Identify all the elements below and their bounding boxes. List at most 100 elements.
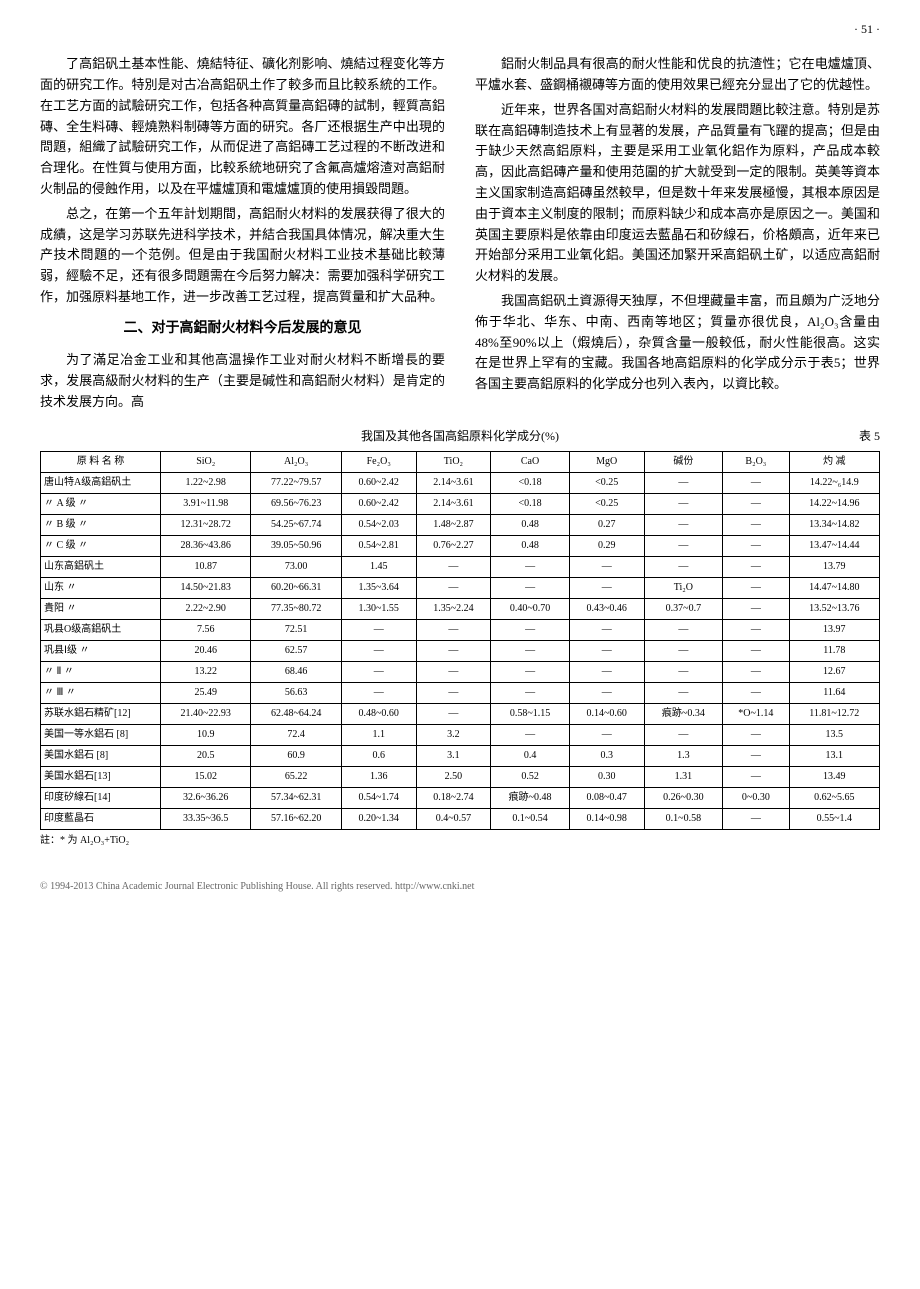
table-cell: — (644, 640, 723, 661)
table-cell: 13.34~14.82 (789, 514, 879, 535)
table-cell: 68.46 (251, 661, 341, 682)
table-cell: 0.55~1.4 (789, 808, 879, 829)
table-cell: 12.67 (789, 661, 879, 682)
table-cell: 0.60~2.42 (341, 493, 416, 514)
table-cell: 65.22 (251, 766, 341, 787)
table-header-cell: MgO (569, 451, 644, 472)
table-cell: 20.5 (161, 745, 251, 766)
table-cell: — (723, 808, 789, 829)
table-cell: — (491, 640, 570, 661)
table-cell: 13.52~13.76 (789, 598, 879, 619)
table-header-cell: TiO₂ (416, 451, 491, 472)
table-cell: 0.14~0.98 (569, 808, 644, 829)
table-number: 表 5 (859, 427, 880, 446)
body-columns: 了高鋁矾土基本性能、燒結特征、礦化剂影响、燒結过程变化等方面的研究工作。特別是对… (40, 54, 880, 416)
table-cell: 21.40~22.93 (161, 703, 251, 724)
table-cell: 貴阳 〃 (41, 598, 161, 619)
table-cell: — (723, 598, 789, 619)
table-cell: 11.64 (789, 682, 879, 703)
left-column: 了高鋁矾土基本性能、燒結特征、礦化剂影响、燒結过程变化等方面的研究工作。特別是对… (40, 54, 445, 416)
table-cell: 14.22~₆14.9 (789, 472, 879, 493)
table-cell: 唐山特A级高鋁矾土 (41, 472, 161, 493)
section-2-heading: 二、对于高鋁耐火材料今后发展的意见 (40, 318, 445, 340)
table-cell: 0.76~2.27 (416, 535, 491, 556)
table-cell: <0.25 (569, 472, 644, 493)
table-cell: 72.51 (251, 619, 341, 640)
table-cell: — (723, 535, 789, 556)
table-cell: 0.08~0.47 (569, 787, 644, 808)
table-cell: 11.81~12.72 (789, 703, 879, 724)
table-cell: — (569, 724, 644, 745)
table-cell: 0~0.30 (723, 787, 789, 808)
table-cell: 〃 C 级 〃 (41, 535, 161, 556)
table-cell: 巩县Ⅰ级 〃 (41, 640, 161, 661)
table-cell: — (416, 640, 491, 661)
table-cell: — (644, 724, 723, 745)
table-cell: 62.48~64.24 (251, 703, 341, 724)
table-cell: — (416, 661, 491, 682)
table-cell: — (569, 619, 644, 640)
table-cell: 0.3 (569, 745, 644, 766)
para-left-1: 了高鋁矾土基本性能、燒結特征、礦化剂影响、燒結过程变化等方面的研究工作。特別是对… (40, 54, 445, 200)
table-cell: <0.25 (569, 493, 644, 514)
table-cell: 0.48 (491, 514, 570, 535)
table-cell: — (723, 640, 789, 661)
table-cell: — (491, 619, 570, 640)
table-cell: — (644, 556, 723, 577)
table-row: 巩县O级高鋁矾土7.5672.51——————13.97 (41, 619, 880, 640)
table-cell: 14.47~14.80 (789, 577, 879, 598)
table-cell: 0.54~2.81 (341, 535, 416, 556)
table-cell: — (341, 640, 416, 661)
table-cell: 13.49 (789, 766, 879, 787)
table-row: 〃 Ⅲ 〃25.4956.63——————11.64 (41, 682, 880, 703)
table-cell: — (416, 619, 491, 640)
table-header-row: 原 料 名 称SiO₂Al₂O₃Fe₂O₃TiO₂CaOMgO碱份B₂O₃灼 减 (41, 451, 880, 472)
table-cell: 13.47~14.44 (789, 535, 879, 556)
table-cell: 14.50~21.83 (161, 577, 251, 598)
table-cell: 0.18~2.74 (416, 787, 491, 808)
table-cell: — (644, 661, 723, 682)
table-cell: — (416, 577, 491, 598)
table-cell: — (644, 619, 723, 640)
table-cell: 0.54~2.03 (341, 514, 416, 535)
table-cell: 25.49 (161, 682, 251, 703)
table-cell: 0.62~5.65 (789, 787, 879, 808)
table-row: 苏联水鋁石精矿[12]21.40~22.9362.48~64.240.48~0.… (41, 703, 880, 724)
table-cell: 77.35~80.72 (251, 598, 341, 619)
table-cell: 痕跡~0.34 (644, 703, 723, 724)
table-cell: 11.78 (789, 640, 879, 661)
table-header-cell: SiO₂ (161, 451, 251, 472)
table-cell: 0.1~0.54 (491, 808, 570, 829)
table-cell: 0.1~0.58 (644, 808, 723, 829)
copyright-footer: © 1994-2013 China Academic Journal Elect… (40, 879, 880, 895)
table-cell: — (723, 682, 789, 703)
table-cell: 〃 Ⅲ 〃 (41, 682, 161, 703)
table-cell: 1.30~1.55 (341, 598, 416, 619)
table-cell: — (491, 724, 570, 745)
para-left-2: 总之，在第一个五年計划期間，高鋁耐火材料的发展获得了很大的成績，这是学习苏联先进… (40, 204, 445, 308)
para-right-3: 我国高鋁矾土資源得天独厚，不但埋藏量丰富，而且頗为广泛地分佈于华北、华东、中南、… (475, 291, 880, 395)
table-row: 巩县Ⅰ级 〃20.4662.57——————11.78 (41, 640, 880, 661)
table-cell: 0.40~0.70 (491, 598, 570, 619)
table-cell: 13.97 (789, 619, 879, 640)
table-cell: 0.48~0.60 (341, 703, 416, 724)
table-cell: 39.05~50.96 (251, 535, 341, 556)
table-cell: Ti₂O (644, 577, 723, 598)
para-right-1: 鋁耐火制品具有很高的耐火性能和优良的抗渣性；它在电爐爐頂、平爐水套、盛鋼桶襯磚等… (475, 54, 880, 96)
table-cell: 33.35~36.5 (161, 808, 251, 829)
para-left-3: 为了滿足冶金工业和其他高温操作工业对耐火材料不断增長的要求，发展高級耐火材料的生… (40, 350, 445, 412)
table-row: 唐山特A级高鋁矾土1.22~2.9877.22~79.570.60~2.422.… (41, 472, 880, 493)
table-row: 美国一等水鋁石 [8]10.972.41.13.2————13.5 (41, 724, 880, 745)
table-cell: — (644, 535, 723, 556)
table-cell: 1.45 (341, 556, 416, 577)
table-cell: 54.25~67.74 (251, 514, 341, 535)
table-cell: 0.60~2.42 (341, 472, 416, 493)
table-cell: 28.36~43.86 (161, 535, 251, 556)
para-right-2: 近年来，世界各国对高鋁耐火材料的发展問題比較注意。特別是苏联在高鋁磚制造技术上有… (475, 100, 880, 287)
table-header-cell: 原 料 名 称 (41, 451, 161, 472)
table-cell: — (416, 703, 491, 724)
table-cell: 13.1 (789, 745, 879, 766)
table-cell: 77.22~79.57 (251, 472, 341, 493)
table-cell: 0.48 (491, 535, 570, 556)
table-cell: — (723, 745, 789, 766)
